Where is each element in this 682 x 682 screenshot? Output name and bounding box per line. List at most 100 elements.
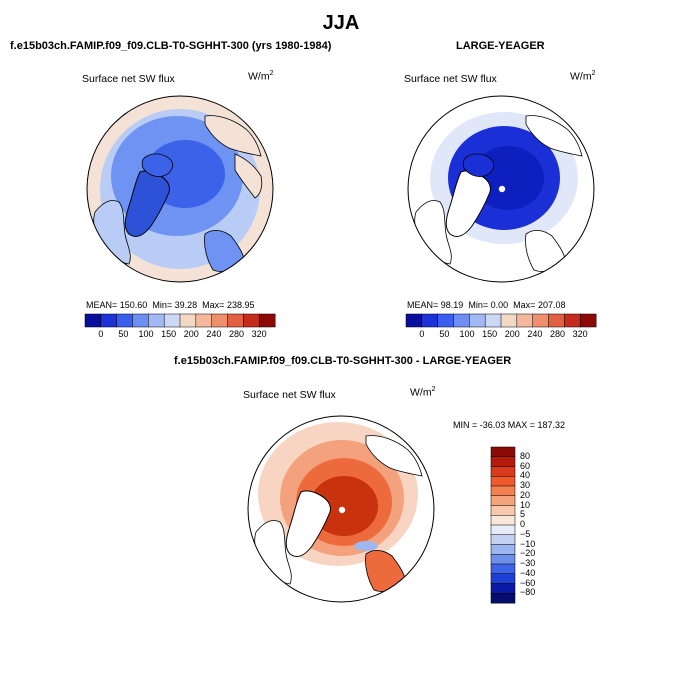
colorbar-swatch [490, 563, 516, 575]
panel-model-title: f.e15b03ch.FAMIP.f09_f09.CLB-T0-SGHHT-30… [10, 40, 332, 52]
siberia [525, 115, 583, 157]
panel-obs-title: LARGE-YEAGER [456, 40, 545, 52]
colorbar-swatch [243, 313, 260, 328]
colorbar-swatch [532, 313, 549, 328]
colorbar-swatch [116, 313, 133, 328]
colorbar-swatch [132, 313, 149, 328]
colorbar-swatch [84, 313, 102, 328]
panel-diff-variable: Surface net SW flux [243, 389, 336, 401]
colorbar-tick-label: 100 [459, 329, 475, 339]
colorbar-swatch [100, 313, 118, 328]
greenland [285, 490, 331, 557]
arctic-archipelago [141, 153, 173, 177]
panel-obs-stats: MEAN= 98.19 Min= 0.00 Max= 207.08 [407, 300, 566, 310]
colorbar-tick-label: 320 [572, 329, 588, 339]
colorbar-swatch [258, 313, 276, 328]
colorbar-tick-label: 150 [161, 329, 177, 339]
colorbar-tick-label: 240 [527, 329, 543, 339]
colorbar-model-ticks: 0 50 100 150 200 240 280 320 [85, 329, 275, 341]
colorbar-swatch [490, 446, 516, 458]
panel-obs-variable: Surface net SW flux [404, 73, 497, 85]
colorbar-tick-label: 50 [439, 329, 450, 339]
map-boundary [86, 95, 274, 283]
pole-marker [498, 185, 506, 193]
colorbar-swatch [484, 313, 502, 328]
colorbar-swatch [227, 313, 244, 328]
siberia [204, 115, 262, 157]
model-min-value: 39.28 [174, 300, 198, 310]
colorbar-difference [490, 446, 516, 604]
colorbar-swatch [490, 544, 516, 555]
panel-diff-units: W/m2 [410, 386, 436, 399]
colorbar-swatch [421, 313, 439, 328]
colorbar-swatch [579, 313, 597, 328]
colorbar-tick-label: 240 [206, 329, 222, 339]
colorbar-swatch [469, 313, 486, 328]
colorbar-swatch [548, 313, 565, 328]
colorbar-swatch [564, 313, 581, 328]
colorbar-swatch [490, 485, 516, 497]
colorbar-tick-label: −40 [520, 567, 536, 578]
panel-model-stats: MEAN= 150.60 Min= 39.28 Max= 238.95 [86, 300, 255, 310]
model-mean-value: 150.60 [119, 300, 148, 310]
main-title: JJA [322, 12, 360, 34]
colorbar-swatch [179, 313, 197, 328]
obs-max-value: 207.08 [537, 300, 566, 310]
colorbar-swatch [195, 313, 213, 328]
colorbar-swatch [500, 313, 518, 328]
colorbar-tick-label: 200 [183, 329, 199, 339]
panel-model-units: W/m2 [248, 70, 274, 83]
map-boundary [247, 415, 435, 603]
colorbar-swatch [437, 313, 454, 328]
colorbar-swatch [490, 466, 516, 477]
colorbar-tick-label: −60 [520, 577, 536, 588]
colorbar-tick-label: 40 [520, 470, 531, 481]
colorbar-tick-label: 5 [520, 509, 526, 520]
model-max-value: 238.95 [226, 300, 255, 310]
polar-map-difference [247, 415, 435, 603]
map-field [87, 96, 273, 282]
colorbar-model [84, 313, 276, 328]
colorbar-tick-label: 80 [520, 450, 531, 461]
obs-min-value: 0.00 [490, 300, 509, 310]
colorbar-swatch [490, 495, 516, 506]
colorbar-swatch [490, 456, 516, 467]
siberia [365, 435, 423, 477]
arctic-core [310, 476, 378, 536]
colorbar-swatch [490, 476, 516, 487]
colorbar-swatch [453, 313, 470, 328]
colorbar-swatch [490, 583, 516, 594]
colorbar-tick-label: 320 [251, 329, 267, 339]
negative-patch [354, 541, 378, 551]
colorbar-tick-label: 0 [98, 329, 104, 339]
colorbar-tick-label: 200 [504, 329, 520, 339]
colorbar-swatch [490, 554, 516, 565]
colorbar-swatch [516, 313, 534, 328]
colorbar-swatch [211, 313, 228, 328]
panel-diff-title: f.e15b03ch.FAMIP.f09_f09.CLB-T0-SGHHT-30… [174, 355, 512, 367]
map-boundary [407, 95, 595, 283]
colorbar-tick-label: 60 [520, 460, 531, 471]
pole-marker [338, 506, 346, 514]
colorbar-tick-label: 20 [520, 489, 531, 500]
colorbar-tick-label: 280 [229, 329, 245, 339]
colorbar-tick-label: 0 [520, 519, 526, 529]
colorbar-swatch [490, 534, 516, 545]
colorbar-swatch [490, 524, 516, 536]
colorbar-tick-label: 280 [550, 329, 566, 339]
arctic-archipelago [462, 153, 494, 177]
colorbar-tick-label: −10 [520, 538, 536, 549]
colorbar-swatch [490, 515, 516, 526]
colorbar-swatch [490, 505, 516, 516]
colorbar-obs [405, 313, 597, 328]
colorbar-tick-label: −5 [520, 528, 531, 539]
colorbar-tick-label: −80 [520, 587, 536, 598]
colorbar-tick-label: −30 [520, 558, 536, 568]
colorbar-swatch [405, 313, 423, 328]
polar-map-obs [407, 95, 595, 283]
map-field [408, 96, 594, 282]
colorbar-tick-label: 30 [520, 480, 531, 490]
colorbar-tick-label: −20 [520, 548, 536, 559]
colorbar-tick-label: 50 [118, 329, 129, 339]
polar-map-model [86, 95, 274, 283]
